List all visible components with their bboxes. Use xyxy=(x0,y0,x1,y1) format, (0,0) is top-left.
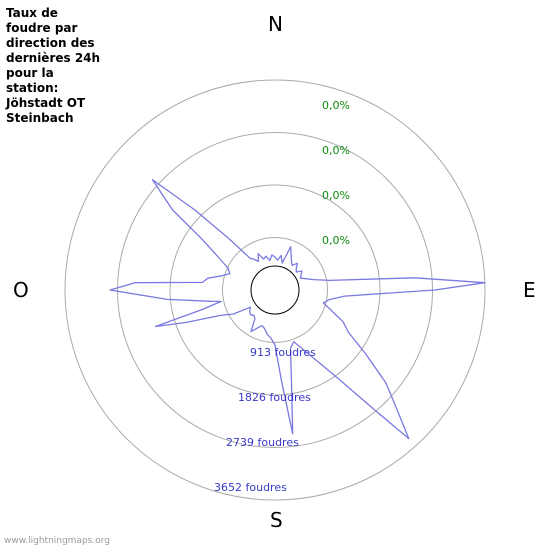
credit-text: www.lightningmaps.org xyxy=(4,536,110,546)
cardinal-s: S xyxy=(270,508,283,532)
chart-title: Taux de foudre par direction des dernièr… xyxy=(6,6,106,126)
ring-label-green-0: 0,0% xyxy=(322,99,350,112)
polar-chart-container: Taux de foudre par direction des dernièr… xyxy=(0,0,550,550)
ring-label-blue-0: 913 foudres xyxy=(250,346,316,359)
ring-label-green-1: 0,0% xyxy=(322,144,350,157)
cardinal-e: E xyxy=(523,278,536,302)
ring-label-blue-1: 1826 foudres xyxy=(238,391,311,404)
ring-label-blue-2: 2739 foudres xyxy=(226,436,299,449)
ring-label-blue-3: 3652 foudres xyxy=(214,481,287,494)
cardinal-o: O xyxy=(13,278,29,302)
cardinal-n: N xyxy=(268,12,283,36)
ring-label-green-3: 0,0% xyxy=(322,234,350,247)
ring-label-green-2: 0,0% xyxy=(322,189,350,202)
